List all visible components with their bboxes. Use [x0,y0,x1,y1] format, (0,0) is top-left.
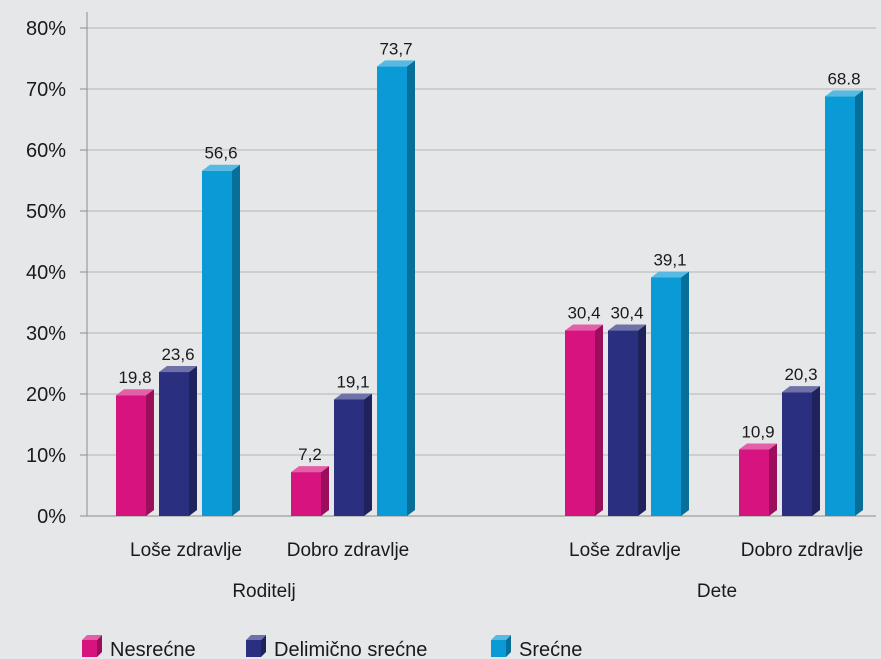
bar-top [651,271,689,278]
legend-label: Srećne [519,639,582,659]
y-tick-label: 40% [26,262,66,284]
bar-top [739,443,777,450]
bar [159,372,189,516]
y-tick-label: 10% [26,445,66,467]
bar-side [189,366,197,516]
legend-swatch [246,640,261,657]
bar-top [116,389,154,396]
x-group-label: Dete [697,581,737,602]
legend-label: Nesrećne [110,639,196,659]
bar-top [202,164,240,171]
bar [782,392,812,516]
bar-top [159,366,197,373]
x-category-label: Dobro zdravlje [287,540,410,561]
y-tick-label: 20% [26,384,66,406]
bar-side [146,389,154,516]
data-label: 73,7 [379,39,412,58]
x-group-label: Roditelj [232,581,295,602]
bar-top [825,90,863,97]
bar-side [855,90,863,516]
x-category-label: Loše zdravlje [569,540,681,561]
bar-side [638,324,646,516]
x-category-label: Dobro zdravlje [741,540,864,561]
bar-side [407,60,415,517]
legend-swatch-side [506,635,511,657]
legend-swatch [82,640,97,657]
y-tick-label: 0% [37,506,66,528]
data-label: 39,1 [653,250,686,269]
y-tick-label: 70% [26,79,66,101]
data-label: 56,6 [204,144,237,163]
bar [739,449,769,516]
legend-swatch-side [97,635,102,657]
bar [377,66,407,517]
bar-top [377,60,415,67]
bar-top [565,324,603,331]
bar-top [608,324,646,331]
data-label: 19,1 [336,372,369,391]
legend-label: Delimično srećne [274,639,427,659]
legend-swatch-top [82,635,102,640]
data-label: 19,8 [118,368,151,387]
bar-side [232,164,240,517]
bar [825,96,855,516]
data-label: 23,6 [161,345,194,364]
bar [202,170,232,517]
bar-side [595,324,603,516]
bar-side [364,393,372,516]
bar-side [769,443,777,516]
data-label: 68.8 [827,69,860,88]
data-label: 7,2 [298,445,322,464]
y-tick-label: 80% [26,18,66,40]
data-label: 30,4 [610,304,643,323]
bar [651,277,681,516]
bar-top [334,393,372,400]
x-category-label: Loše zdravlje [130,540,242,561]
data-label: 20,3 [784,365,817,384]
y-tick-label: 30% [26,323,66,345]
bar [565,330,595,516]
y-tick-label: 60% [26,140,66,162]
legend-swatch-top [246,635,266,640]
legend-swatch [491,640,506,657]
bar-top [291,466,329,473]
data-label: 30,4 [567,304,600,323]
legend-swatch-side [261,635,266,657]
y-tick-label: 50% [26,201,66,223]
bar [608,330,638,516]
bar-side [321,466,329,516]
bar [291,472,321,516]
bar [116,395,146,516]
bar-side [681,271,689,516]
bar-top [782,386,820,393]
bar-side [812,386,820,516]
data-label: 10,9 [741,423,774,442]
legend-swatch-top [491,635,511,640]
bar [334,399,364,516]
